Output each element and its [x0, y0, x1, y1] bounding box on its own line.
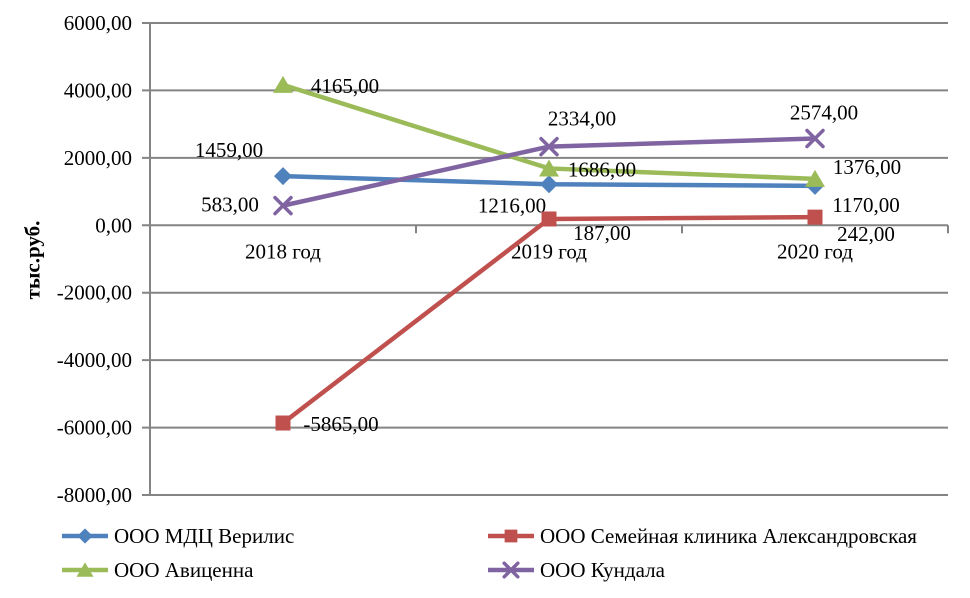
data-label: 1216,00 [478, 193, 546, 217]
data-label: 1376,00 [833, 155, 901, 179]
chart-legend: ООО МДЦ Верилис ООО Семейная клиника Але… [62, 519, 942, 587]
legend-marker-square-icon [488, 529, 534, 543]
legend-label: ООО Кундала [540, 557, 665, 582]
data-label: 2334,00 [548, 107, 616, 131]
marker-triangle-icon [76, 562, 94, 577]
marker-x-icon [539, 136, 559, 157]
marker-x-icon [805, 128, 825, 149]
legend-marker-x-icon [488, 561, 534, 579]
legend-item-aleksandrovskaya: ООО Семейная клиника Александровская [488, 524, 942, 549]
data-label: 242,00 [837, 222, 895, 246]
data-label: 4165,00 [311, 74, 379, 98]
data-label: 1170,00 [832, 193, 899, 217]
legend-marker-diamond-icon [62, 528, 108, 544]
data-label: 187,00 [573, 221, 631, 245]
marker-square-icon [541, 211, 557, 227]
legend-label: ООО Авиценна [114, 557, 254, 582]
legend-item-avicenna: ООО Авиценна [62, 558, 488, 583]
x-category-label: 2019 год [511, 239, 587, 263]
y-tick-label: -2000,00 [57, 281, 132, 305]
y-tick-label: 0,00 [95, 213, 132, 237]
data-label: 2574,00 [790, 101, 858, 125]
y-tick-label: 6000,00 [64, 11, 132, 35]
marker-square-icon [807, 209, 823, 225]
x-category-label: 2020 год [777, 239, 853, 263]
legend-marker-triangle-icon [62, 562, 108, 577]
legend-item-kundala: ООО Кундала [488, 558, 942, 583]
marker-x-icon [273, 195, 293, 216]
y-tick-label: 4000,00 [64, 78, 132, 102]
marker-square-icon [275, 415, 291, 431]
marker-triangle-icon [539, 159, 559, 177]
marker-diamond-icon [274, 167, 292, 186]
y-tick-label: -8000,00 [57, 483, 132, 507]
x-category-label: 2018 год [245, 239, 321, 263]
legend-item-verilis: ООО МДЦ Верилис [62, 524, 488, 549]
y-tick-label: 2000,00 [64, 146, 132, 170]
legend-label: ООО МДЦ Верилис [114, 523, 295, 548]
data-label: -5865,00 [303, 412, 378, 436]
data-label: 1686,00 [568, 157, 636, 181]
data-label: 1459,00 [195, 138, 263, 162]
marker-square-icon [504, 529, 518, 543]
marker-triangle-icon [273, 75, 293, 93]
marker-triangle-icon [805, 169, 825, 187]
marker-diamond-icon [77, 528, 93, 544]
y-tick-label: -6000,00 [57, 416, 132, 440]
y-axis-title: тыс.руб. [20, 220, 45, 300]
legend-label: ООО Семейная клиника Александровская [540, 523, 917, 548]
data-label: 583,00 [201, 193, 259, 217]
marker-x-icon [502, 561, 520, 579]
marker-diamond-icon [540, 175, 558, 194]
plot-area: 6000,00 4000,00 2000,00 0,00 -2000,00 -4000,0… [57, 11, 949, 507]
y-tick-label: -4000,00 [57, 348, 132, 372]
